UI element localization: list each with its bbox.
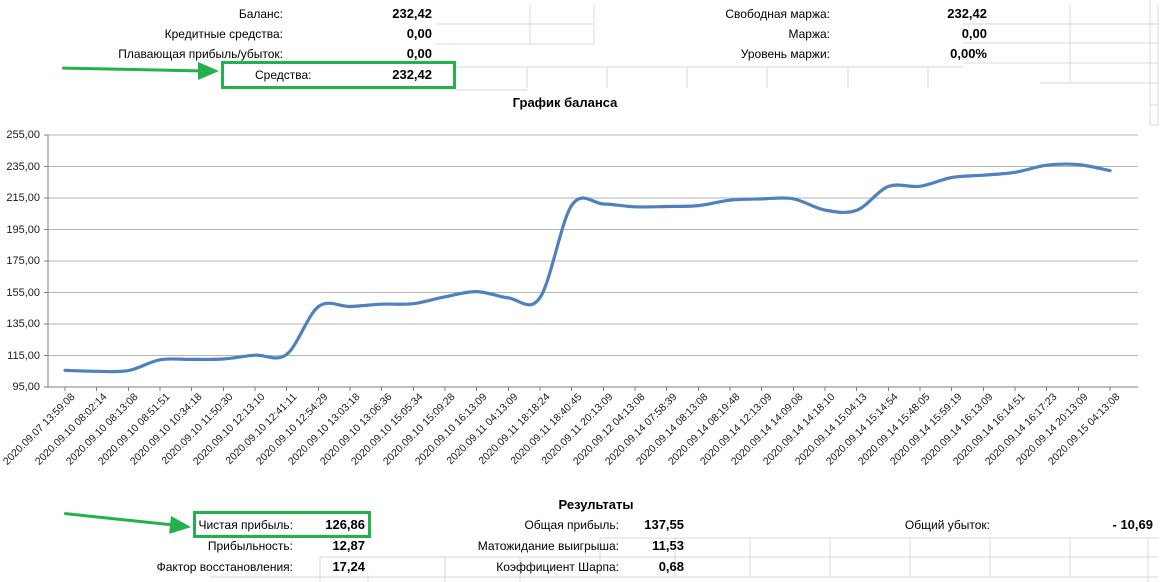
highlight-box-net-profit — [193, 511, 371, 538]
expected-payoff-value: 11,53 — [652, 538, 684, 553]
profit-factor-label: Прибыльность: — [207, 539, 293, 553]
margin-level-label: Уровень маржи: — [740, 47, 830, 61]
free-margin-label: Свободная маржа: — [725, 7, 830, 21]
sharpe-ratio-value: 0,68 — [658, 559, 684, 574]
results-title: Результаты — [558, 497, 634, 512]
gross-loss-value: - 10,69 — [1112, 517, 1153, 532]
gross-profit-label: Общая прибыль: — [524, 518, 619, 532]
chart-title: График баланса — [512, 95, 618, 110]
equity-label: Средства: — [255, 68, 312, 82]
credit-value: 0,00 — [406, 26, 432, 41]
annotation-arrowhead-equity — [198, 62, 219, 80]
equity-value: 232,42 — [392, 67, 432, 82]
floating-pl-value: 0,00 — [406, 46, 432, 61]
net-profit-label: Чистая прибыль: — [198, 518, 293, 532]
recovery-factor-label: Фактор восстановления: — [156, 560, 293, 574]
gross-profit-value: 137,55 — [644, 517, 684, 532]
net-profit-value: 126,86 — [325, 517, 365, 532]
credit-label: Кредитные средства: — [164, 27, 283, 41]
sharpe-ratio-label: Коэффициент Шарпа: — [496, 560, 619, 574]
free-margin-value: 232,42 — [947, 6, 987, 21]
profit-factor-value: 12,87 — [332, 538, 365, 553]
margin-value: 0,00 — [961, 26, 987, 41]
recovery-factor-value: 17,24 — [332, 559, 365, 574]
margin-level-value: 0,00% — [950, 46, 987, 61]
balance-line — [63, 162, 1112, 374]
floating-pl-label: Плавающая прибыль/убыток: — [118, 47, 283, 61]
gross-loss-label: Общий убыток: — [904, 518, 990, 532]
balance-value: 232,42 — [392, 6, 432, 21]
expected-payoff-label: Матожидание выигрыша: — [477, 539, 619, 553]
highlight-box-equity — [221, 61, 456, 89]
annotation-arrowhead-net-profit — [169, 515, 192, 537]
balance-label: Баланс: — [238, 7, 283, 21]
margin-label: Маржа: — [788, 27, 830, 41]
